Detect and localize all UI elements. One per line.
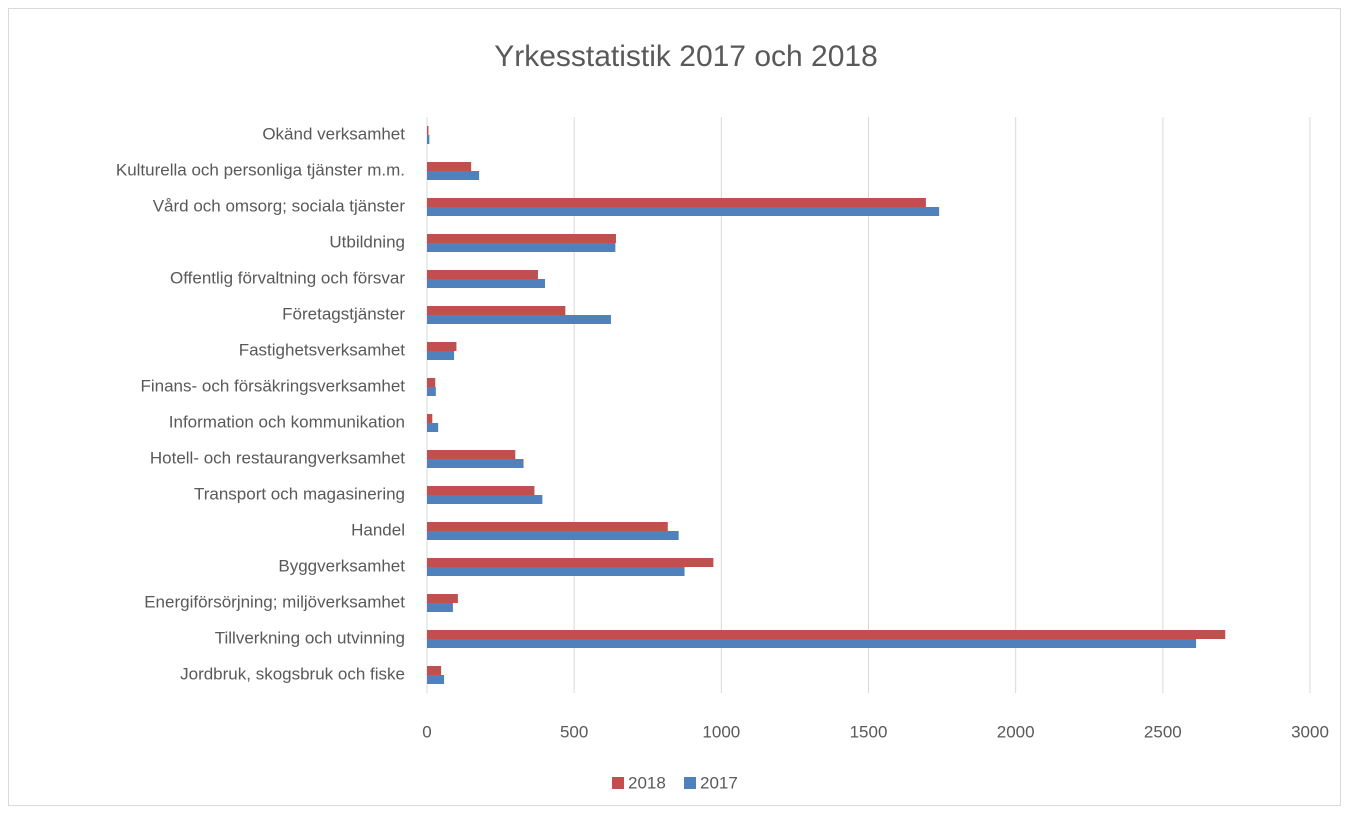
bar <box>427 351 455 360</box>
x-tick-label: 3000 <box>1291 722 1329 741</box>
legend-swatch <box>684 777 696 789</box>
y-tick-label: Byggverksamhet <box>278 556 405 575</box>
bar <box>427 207 940 216</box>
legend-swatch <box>612 777 624 789</box>
legend-label: 2017 <box>700 773 738 792</box>
bar <box>427 378 436 387</box>
y-tick-label: Utbildning <box>329 232 405 251</box>
x-tick-label: 1000 <box>702 722 740 741</box>
bar <box>427 162 472 171</box>
bar <box>427 135 430 144</box>
y-tick-label: Finans- och försäkringsverksamhet <box>140 376 405 395</box>
bar <box>427 315 611 324</box>
legend-label: 2018 <box>628 773 666 792</box>
y-tick-label: Företagstjänster <box>282 304 405 323</box>
y-tick-label: Handel <box>351 520 405 539</box>
bar <box>427 306 566 315</box>
bar <box>427 198 926 207</box>
bar <box>427 234 616 243</box>
bar <box>427 522 668 531</box>
bar <box>427 459 524 468</box>
y-tick-label: Kulturella och personliga tjänster m.m. <box>116 160 405 179</box>
bar <box>427 558 714 567</box>
bar <box>427 531 679 540</box>
y-tick-label: Offentlig förvaltning och försvar <box>170 268 405 287</box>
y-tick-label: Transport och magasinering <box>194 484 405 503</box>
bar <box>427 414 433 423</box>
y-tick-label: Okänd verksamhet <box>262 124 405 143</box>
y-tick-label: Jordbruk, skogsbruk och fiske <box>180 664 405 683</box>
y-tick-label: Tillverkning och utvinning <box>215 628 405 647</box>
x-tick-label: 500 <box>560 722 588 741</box>
chart-title: Yrkesstatistik 2017 och 2018 <box>494 40 878 73</box>
bar <box>427 387 436 396</box>
bar <box>427 450 516 459</box>
y-tick-label: Hotell- och restaurangverksamhet <box>150 448 405 467</box>
x-tick-label: 1500 <box>850 722 888 741</box>
x-tick-label: 2500 <box>1144 722 1182 741</box>
bar <box>427 279 546 288</box>
bar <box>427 495 543 504</box>
y-tick-label: Energiförsörjning; miljöverksamhet <box>144 592 405 611</box>
bar <box>427 486 535 495</box>
y-tick-label: Fastighetsverksamhet <box>239 340 406 359</box>
bar <box>427 603 453 612</box>
bar <box>427 243 616 252</box>
bar <box>427 666 442 675</box>
bar <box>427 639 1197 648</box>
chart-frame <box>8 8 1341 806</box>
y-tick-label: Vård och omsorg; sociala tjänster <box>153 196 406 215</box>
bar <box>427 594 458 603</box>
x-tick-label: 2000 <box>997 722 1035 741</box>
bar <box>427 342 457 351</box>
bar <box>427 270 538 279</box>
x-tick-label: 0 <box>422 722 431 741</box>
bar <box>427 171 480 180</box>
bar <box>427 675 445 684</box>
bar <box>427 126 429 135</box>
y-tick-label: Information och kommunikation <box>169 412 405 431</box>
bar <box>427 630 1226 639</box>
bar <box>427 423 439 432</box>
bar <box>427 567 685 576</box>
